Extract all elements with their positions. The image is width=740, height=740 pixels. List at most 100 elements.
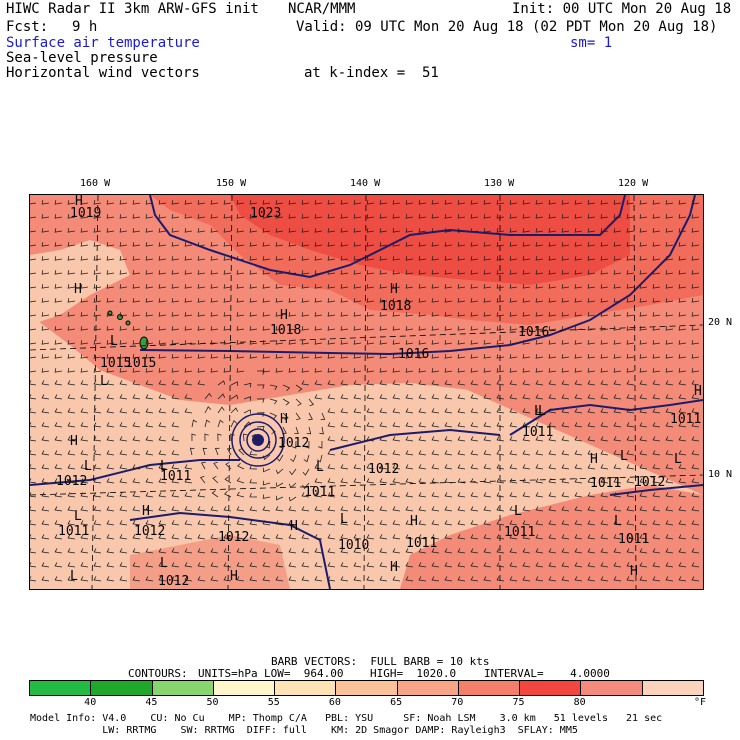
wind-barb [548,380,557,386]
wind-barb [106,576,115,582]
wind-barb [470,340,479,345]
wind-barb [613,326,622,331]
wind-barb [269,384,278,391]
wind-barb [327,312,336,317]
wind-barb [496,326,505,331]
wind-barb [574,436,583,442]
wind-barb [106,450,115,456]
wind-barb [431,228,440,233]
wind-barb [626,354,635,359]
wind-barb [665,436,674,442]
wind-barb [217,433,222,442]
wind-barb [80,408,89,414]
wind-barb [119,548,128,554]
wind-barb [483,576,492,582]
wind-barb [522,408,531,414]
wind-barb [444,200,453,205]
wind-barb [522,312,531,317]
wind-barb [613,506,622,512]
wind-barb [210,576,219,582]
wind-barb [522,478,531,484]
wind-barb [600,242,609,247]
wind-barb [236,270,245,275]
wind-barb [431,422,440,428]
wind-barb [197,576,206,582]
wind-barb [418,200,427,205]
wind-barb [243,409,252,414]
wind-barb [509,492,518,498]
wind-barb [652,298,661,303]
wind-barb [132,436,141,442]
wind-barb [262,340,271,345]
wind-barb [262,298,271,303]
wind-barb [496,450,505,456]
wind-barb [691,368,700,373]
wind-barb [80,576,89,582]
wind-barb [626,534,635,540]
wind-barb [639,200,648,205]
wind-barb [639,506,648,512]
wind-barb [405,200,414,205]
wind-barb [327,284,336,289]
wind-barb [548,576,557,582]
wind-barb [236,200,245,205]
wind-barb [626,464,635,470]
wind-barb [340,242,349,247]
wind-barb [613,368,622,373]
wind-barb [171,326,180,331]
wind-barb [41,506,50,512]
wind-barb [158,228,167,233]
wind-barb [67,298,76,303]
wind-barb [483,270,492,275]
wind-barb [106,340,115,345]
wind-barb [418,368,427,373]
wind-barb [574,228,583,233]
wind-barb [301,380,310,386]
wind-barb [392,422,401,428]
wind-barb [470,200,479,205]
colorbar-tick-label: 75 [512,697,525,708]
wind-barb [496,520,505,526]
wind-barb [470,380,479,386]
isobar-1012-mid [329,428,501,451]
wind-barb [366,408,375,414]
pressure-center-label: H [630,564,638,579]
wind-barb [262,454,271,461]
wind-barb [132,576,141,582]
wind-barb [223,548,232,554]
wind-barb [353,284,362,289]
pressure-center-label: H [74,282,82,297]
wind-barb [54,380,63,386]
wind-barb [93,326,102,331]
wind-barb [132,270,141,275]
wind-barb [249,326,258,331]
wind-barb [548,408,557,414]
wind-barb [249,270,258,275]
wind-barb [392,478,401,484]
wind-barb [269,398,278,405]
wind-barb [197,284,206,289]
wind-barb [197,200,206,205]
wind-barb [483,422,492,428]
wind-barb [652,534,661,540]
wind-barb [678,436,687,442]
wind-barb [171,368,180,373]
wind-barb [80,242,89,247]
wind-barb [197,242,206,247]
wind-barb [119,284,128,289]
wind-barb [158,436,167,442]
wind-barb [314,340,323,345]
wind-barb [171,394,180,400]
wind-barb [535,326,544,331]
wind-barb [678,548,687,554]
wind-barb [379,548,388,554]
wind-barb [613,464,622,470]
wind-barb [41,270,50,275]
wind-barb [444,548,453,554]
wind-barb [548,214,557,219]
wind-barb [54,312,63,317]
wind-barb [106,408,115,414]
wind-barb [93,562,102,568]
wind-barb [353,298,362,303]
wind-barb [496,478,505,484]
